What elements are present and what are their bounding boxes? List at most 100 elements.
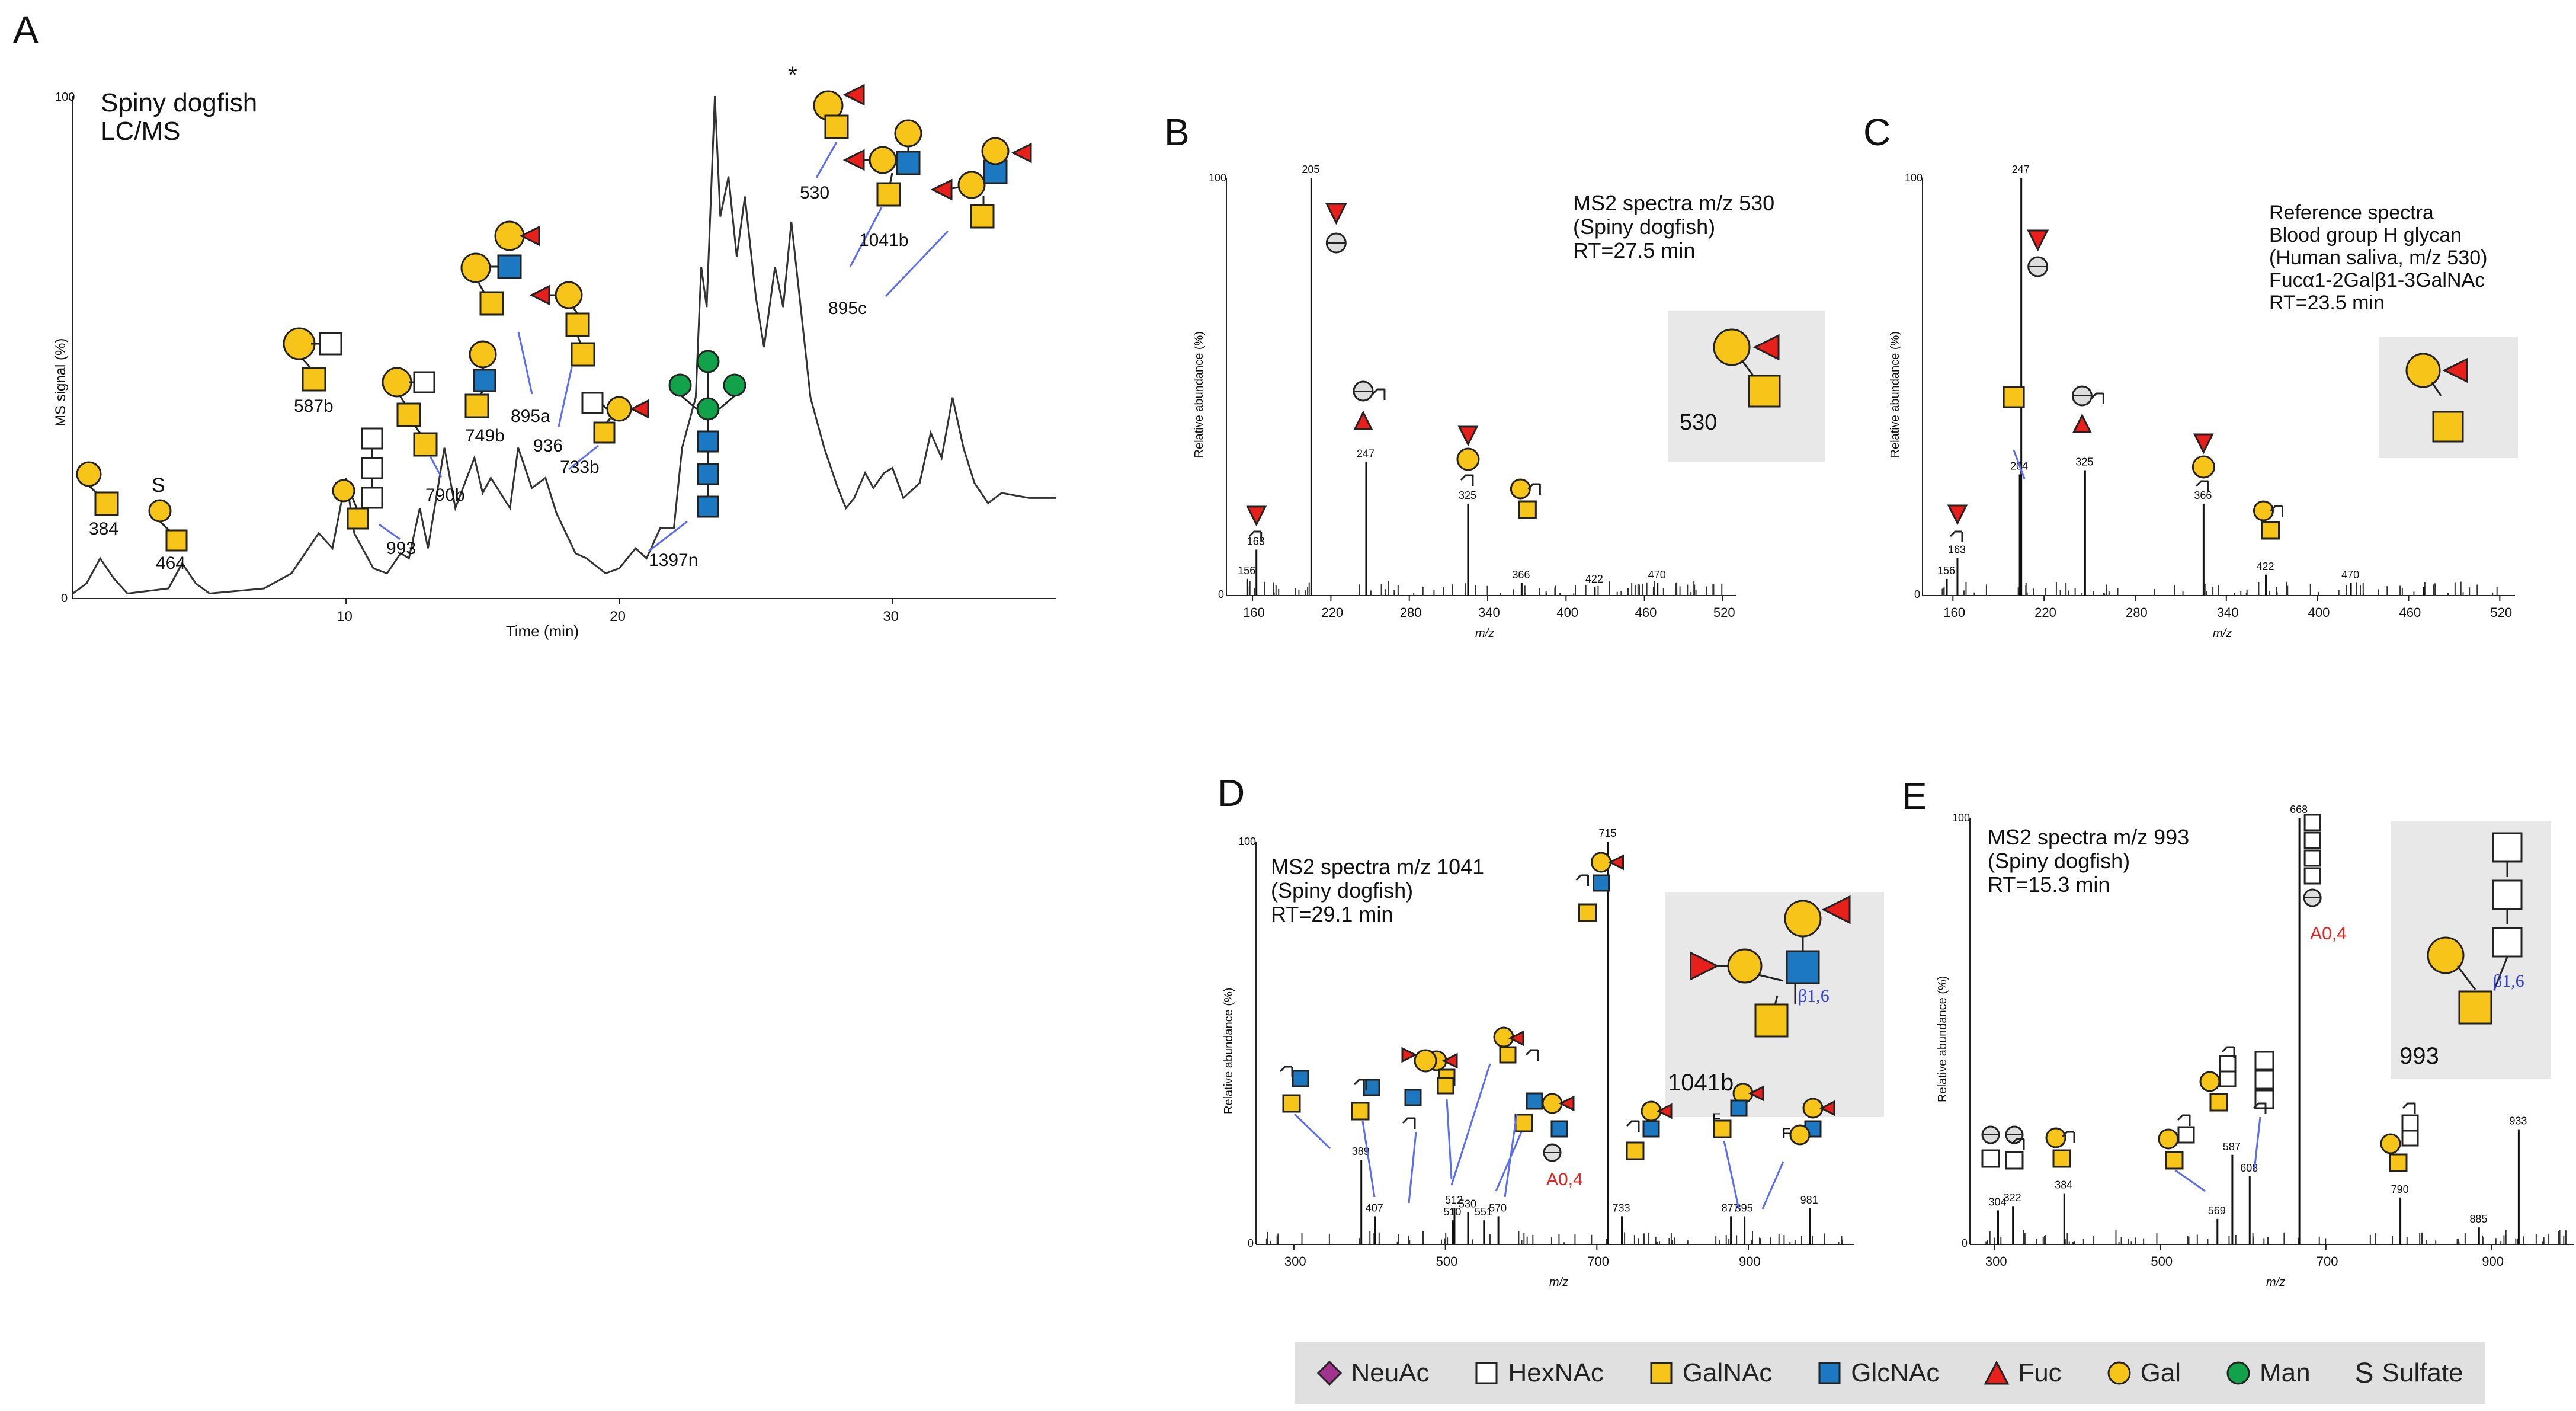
- fragment-cleavage-mark: [1279, 1066, 1293, 1077]
- chart-b-xtick: 160: [1243, 605, 1265, 620]
- fuc-icon: [1401, 1047, 1418, 1063]
- annotation-leader: [1446, 1099, 1453, 1180]
- fragment-cleavage-mark: [1248, 530, 1263, 542]
- glycan-bond: [2431, 382, 2442, 396]
- legend-label: Man: [2260, 1358, 2311, 1387]
- fuc-icon: [1690, 951, 1719, 981]
- man-icon: [723, 373, 746, 397]
- chart-a-annot: 587b: [294, 396, 334, 416]
- galnac-icon: [1282, 1094, 1301, 1113]
- annotation-leader: [1293, 1113, 1331, 1150]
- galnac-icon: [565, 312, 590, 337]
- glcnac-icon: [1292, 1070, 1309, 1087]
- glcnac-icon: [697, 430, 719, 453]
- legend-item-sulfate: S Sulfate: [2355, 1357, 2463, 1390]
- gal-icon: [2045, 1127, 2066, 1148]
- chart-c-xlabel: m/z: [2213, 627, 2232, 640]
- chart-e-peak-label: 885: [2469, 1213, 2487, 1225]
- galnac-icon: [2209, 1093, 2228, 1112]
- glycan-bond: [2493, 956, 2508, 990]
- glycan-bond: [1741, 360, 1755, 377]
- glycan-bond: [1758, 974, 1784, 982]
- chart-a-annot: 895a: [511, 407, 550, 426]
- chart-d-xtick: 500: [1436, 1254, 1458, 1269]
- hexnac-icon: [581, 392, 604, 414]
- chart-a-annot: 530: [800, 183, 829, 203]
- glcnac-icon: [896, 151, 921, 175]
- chart-d-xtick: 300: [1284, 1254, 1306, 1269]
- fuc-icon: [1984, 1360, 2010, 1385]
- gal-icon: [1510, 478, 1531, 500]
- chart-b-xtick: 460: [1635, 605, 1657, 620]
- chart-d-peak-label: 570: [1489, 1202, 1507, 1214]
- hexnac-icon: [2177, 1126, 2195, 1144]
- legend-label: Sulfate: [2382, 1358, 2463, 1387]
- legend-label: Gal: [2140, 1358, 2181, 1387]
- legend-item-hexnac: HexNAc: [1473, 1358, 1604, 1388]
- galnac-icon: [1626, 1141, 1645, 1160]
- hexnac-icon: [2219, 1055, 2237, 1073]
- annotation-leader: [1723, 1140, 1740, 1210]
- gal-icon: [1590, 852, 1611, 873]
- legend-item-glcnac: GlcNAc: [1816, 1358, 1939, 1388]
- fuc-icon: [2072, 413, 2092, 433]
- legend-item-galnac: GalNAc: [1648, 1358, 1772, 1388]
- chart-b-peak-label: 470: [1648, 569, 1666, 581]
- legend-item-neuac: NeuAc: [1316, 1358, 1430, 1388]
- glcnac-icon: [1642, 1120, 1660, 1138]
- chart-c-peak-label: 247: [2012, 164, 2030, 175]
- chart-c-peak-label: 325: [2075, 456, 2093, 468]
- chart-e-ytick: 100: [1952, 812, 1970, 824]
- gal-icon: [2191, 455, 2215, 479]
- fuc-icon: [519, 225, 540, 247]
- fuc-icon: [1821, 895, 1851, 924]
- galnac-icon: [302, 367, 326, 392]
- chart-e-peak-label: 668: [2290, 804, 2308, 815]
- gal-icon: [606, 396, 632, 422]
- man-icon: [696, 350, 720, 373]
- glcnac-icon: [473, 369, 496, 392]
- chart-d-peak-label: 551: [1475, 1206, 1492, 1218]
- hexnac-icon: [2254, 1070, 2274, 1090]
- chart-d-peak-label: 877: [1722, 1202, 1739, 1214]
- chart-d-peak-label: 530: [1459, 1198, 1476, 1210]
- chart-d-ytick: 100: [1238, 836, 1256, 847]
- chart-c-peak-label: 422: [2256, 561, 2274, 572]
- galnac-icon: [2165, 1151, 2184, 1170]
- galnac-icon: [1437, 1077, 1454, 1095]
- fuc-icon: [2027, 229, 2049, 252]
- chart-e-xlabel: m/z: [2266, 1276, 2285, 1289]
- hexnac-icon: [2303, 814, 2321, 831]
- chart-c-peak-label: 470: [2341, 569, 2359, 581]
- chart-d-ylabel: Relative abundance (%): [1222, 988, 1235, 1114]
- chart-a-annot: 749b: [465, 426, 505, 446]
- hexnac-icon: [2401, 1129, 2419, 1147]
- chart-e-peak-label: 790: [2391, 1183, 2409, 1195]
- galnac-icon: [2389, 1153, 2408, 1172]
- fragment-cleavage-mark: [2011, 1138, 2025, 1150]
- chart-d-xtick: 700: [1587, 1254, 1609, 1269]
- galnac-icon: [165, 529, 188, 552]
- chart-c-peak-label: 366: [2194, 489, 2212, 501]
- legend-item-man: Man: [2225, 1358, 2311, 1388]
- galnac-icon: [2052, 1149, 2071, 1168]
- fragment-cleavage-mark: [2221, 1046, 2235, 1058]
- galnac-icon: [876, 182, 901, 207]
- glcnac-icon: [1818, 1362, 1841, 1384]
- chart-e-peak-label: 322: [2004, 1192, 2021, 1204]
- hexnac-icon: [2303, 831, 2321, 849]
- chart-b-peak-label: 156: [1238, 565, 1255, 577]
- annotation-leader: [1761, 1161, 1784, 1210]
- chart-a-annot: 1041b: [859, 231, 908, 250]
- fuc-icon: [629, 399, 649, 419]
- fragment-cleavage-mark: [1353, 1079, 1367, 1090]
- fuc-icon: [1441, 1052, 1458, 1069]
- annotation-leader: [885, 230, 949, 297]
- annotation-leader: [517, 331, 533, 395]
- hexnac-icon: [2492, 927, 2523, 958]
- galnac-icon: [571, 342, 595, 367]
- chart-d-peak-label: 895: [1735, 1202, 1753, 1214]
- gal-icon: [76, 461, 102, 487]
- chart-d-peak-label: 512: [1445, 1194, 1463, 1206]
- hexnac-icon: [1475, 1362, 1498, 1384]
